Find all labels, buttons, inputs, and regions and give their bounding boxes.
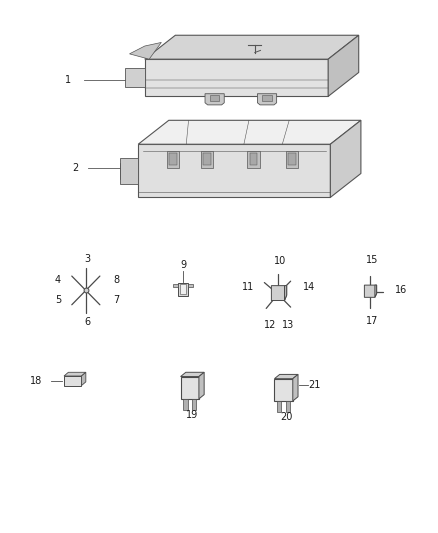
Polygon shape (250, 154, 258, 165)
Polygon shape (272, 286, 287, 301)
Polygon shape (258, 94, 277, 105)
Polygon shape (138, 144, 330, 197)
Text: 7: 7 (113, 295, 119, 305)
Polygon shape (285, 286, 287, 301)
Text: 5: 5 (55, 295, 61, 305)
Text: 1: 1 (65, 76, 71, 85)
Polygon shape (375, 285, 377, 297)
Polygon shape (178, 283, 188, 296)
Text: 12: 12 (264, 320, 276, 330)
Polygon shape (145, 59, 328, 96)
Polygon shape (262, 95, 272, 101)
Polygon shape (205, 94, 224, 105)
Text: 17: 17 (366, 316, 378, 326)
Polygon shape (247, 151, 260, 167)
Text: 2: 2 (72, 163, 78, 173)
Text: 16: 16 (395, 286, 407, 295)
Polygon shape (204, 154, 211, 165)
Text: 19: 19 (186, 410, 198, 420)
Polygon shape (167, 151, 179, 167)
Polygon shape (130, 43, 161, 59)
Text: 6: 6 (84, 317, 90, 327)
Polygon shape (173, 284, 178, 287)
Polygon shape (210, 95, 219, 101)
Text: 4: 4 (55, 276, 61, 285)
Text: 3: 3 (84, 254, 90, 263)
Text: 14: 14 (303, 282, 315, 292)
Polygon shape (275, 378, 293, 401)
Text: 10: 10 (274, 256, 286, 265)
Polygon shape (199, 372, 204, 399)
Polygon shape (364, 285, 377, 297)
Text: 20: 20 (280, 412, 293, 422)
Polygon shape (180, 376, 199, 399)
Polygon shape (288, 154, 296, 165)
Text: 15: 15 (366, 255, 378, 265)
Polygon shape (180, 372, 204, 376)
Polygon shape (328, 35, 359, 96)
Polygon shape (145, 35, 359, 59)
Text: 13: 13 (282, 320, 294, 330)
Polygon shape (275, 374, 298, 378)
Text: 11: 11 (242, 282, 254, 292)
Polygon shape (81, 372, 86, 385)
Text: 9: 9 (180, 261, 186, 270)
Polygon shape (293, 374, 298, 401)
Polygon shape (286, 401, 290, 411)
Polygon shape (201, 151, 213, 167)
Polygon shape (188, 284, 193, 287)
Text: 18: 18 (30, 376, 42, 386)
Polygon shape (277, 401, 282, 411)
Text: 21: 21 (308, 379, 321, 390)
Polygon shape (192, 399, 196, 409)
Polygon shape (286, 151, 298, 167)
Polygon shape (138, 120, 361, 144)
Polygon shape (64, 372, 86, 376)
Polygon shape (180, 284, 186, 294)
Text: 8: 8 (113, 276, 119, 285)
Polygon shape (169, 154, 177, 165)
Polygon shape (125, 68, 145, 87)
Polygon shape (120, 158, 138, 184)
Polygon shape (330, 120, 361, 197)
Polygon shape (183, 399, 187, 409)
Polygon shape (64, 376, 81, 385)
